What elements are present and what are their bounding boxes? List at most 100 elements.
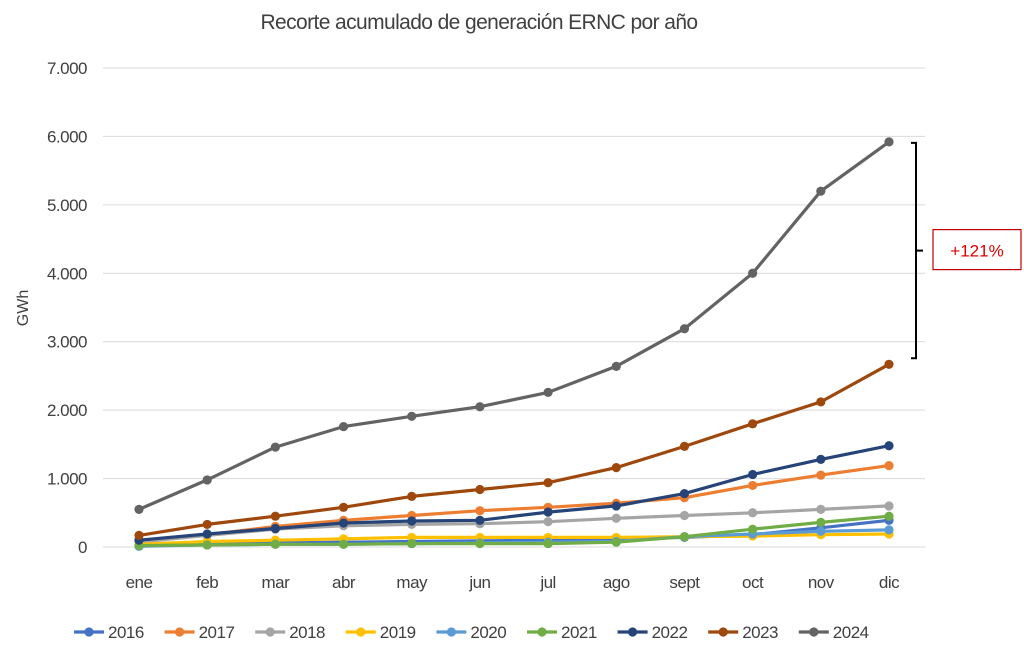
gridlines	[103, 67, 925, 548]
data-point	[407, 538, 417, 549]
data-point	[338, 502, 349, 512]
data-point	[816, 504, 826, 514]
data-point	[884, 501, 894, 511]
data-point	[475, 515, 485, 525]
series-line-2023	[137, 362, 891, 538]
data-point	[202, 475, 212, 485]
legend-swatch-marker	[718, 627, 728, 637]
data-point	[543, 507, 553, 517]
legend-label: 2018	[289, 623, 325, 642]
data-point	[270, 442, 280, 452]
data-point	[611, 361, 621, 371]
data-point	[202, 519, 212, 530]
data-point	[270, 523, 280, 534]
data-point	[748, 419, 758, 429]
series-line-2021	[137, 514, 891, 548]
data-point	[134, 504, 144, 514]
x-tick-label: jul	[539, 573, 556, 592]
series-2022	[134, 441, 894, 545]
x-tick-label: sept	[669, 573, 700, 592]
y-tick-label: 7.000	[47, 59, 87, 78]
legend-swatch-marker	[628, 627, 638, 637]
legend-label: 2022	[652, 623, 688, 642]
annotation-box	[932, 228, 1022, 271]
legend-swatch-marker	[175, 627, 185, 637]
data-point	[202, 529, 212, 539]
data-point	[270, 511, 280, 521]
data-point	[884, 460, 894, 471]
legend-item-2022: 2022	[617, 623, 688, 642]
data-point	[884, 137, 894, 147]
data-point	[884, 511, 894, 521]
y-axis-ticks: 0 1.000 2.000 3.000 4.000 5.000 6.000 7.000	[47, 59, 88, 557]
data-point	[407, 516, 417, 526]
y-tick-label: 5.000	[47, 196, 87, 215]
x-tick-label: nov	[808, 573, 835, 592]
legend-item-2016: 2016	[74, 623, 144, 642]
legend-item-2021: 2021	[527, 623, 597, 642]
data-point	[611, 501, 621, 511]
data-point	[543, 387, 553, 397]
data-point	[407, 491, 417, 501]
annotation-text: +121%	[950, 242, 1003, 261]
legend-label: 2017	[199, 623, 235, 642]
legend-label: 2024	[833, 623, 869, 642]
data-point	[611, 513, 621, 523]
legend-swatch-marker	[84, 627, 94, 637]
y-tick-label: 0	[78, 538, 87, 557]
data-point	[679, 510, 690, 521]
series-2024	[134, 137, 894, 514]
data-point	[611, 463, 621, 473]
data-point	[543, 538, 553, 549]
y-tick-label: 2.000	[47, 401, 87, 420]
x-axis-ticks: ene feb mar abr may jun jul ago sept oct nov dic	[126, 573, 901, 592]
data-point	[679, 441, 690, 452]
data-point	[338, 539, 349, 549]
data-point	[338, 518, 349, 528]
legend-swatch-marker	[537, 627, 547, 637]
data-point	[270, 539, 280, 549]
legend-label: 2019	[380, 623, 416, 642]
x-tick-label: oct	[742, 573, 764, 592]
data-point	[748, 480, 758, 491]
data-point	[543, 517, 553, 527]
data-point	[407, 411, 417, 421]
data-point	[816, 397, 826, 407]
legend-swatch-marker	[356, 627, 366, 637]
data-point	[475, 506, 485, 516]
data-point	[748, 508, 758, 518]
data-point	[475, 484, 485, 495]
series-2023	[134, 359, 894, 540]
data-point	[679, 489, 690, 499]
series-line-2019	[137, 532, 891, 546]
legend-swatch-marker	[446, 627, 456, 637]
series-group	[134, 137, 894, 551]
data-point	[475, 402, 485, 412]
series-line-2022	[137, 444, 891, 542]
legend-label: 2016	[108, 623, 144, 642]
data-point	[134, 530, 144, 540]
x-tick-label: abr	[332, 573, 356, 592]
chart-title: Recorte acumulado de generación ERNC por…	[260, 11, 697, 34]
legend-item-2023: 2023	[708, 623, 779, 642]
x-tick-label: jun	[468, 573, 490, 592]
data-point	[679, 324, 690, 334]
legend-label: 2023	[742, 623, 778, 642]
legend-item-2017: 2017	[164, 623, 235, 642]
legend-item-2020: 2020	[436, 623, 507, 642]
legend: 2016 2017 2018 2019 2020 2021 2022 2023 2024	[74, 623, 869, 642]
data-point	[884, 525, 894, 535]
y-axis-label: GWh	[15, 290, 32, 326]
data-point	[611, 537, 621, 547]
data-point	[679, 532, 690, 542]
x-tick-label: ago	[603, 573, 630, 592]
x-tick-label: feb	[196, 573, 218, 592]
x-tick-label: dic	[879, 573, 900, 592]
legend-item-2018: 2018	[255, 623, 326, 642]
data-point	[338, 421, 349, 432]
data-point	[884, 441, 894, 451]
data-point	[202, 540, 212, 550]
legend-item-2024: 2024	[798, 623, 869, 642]
